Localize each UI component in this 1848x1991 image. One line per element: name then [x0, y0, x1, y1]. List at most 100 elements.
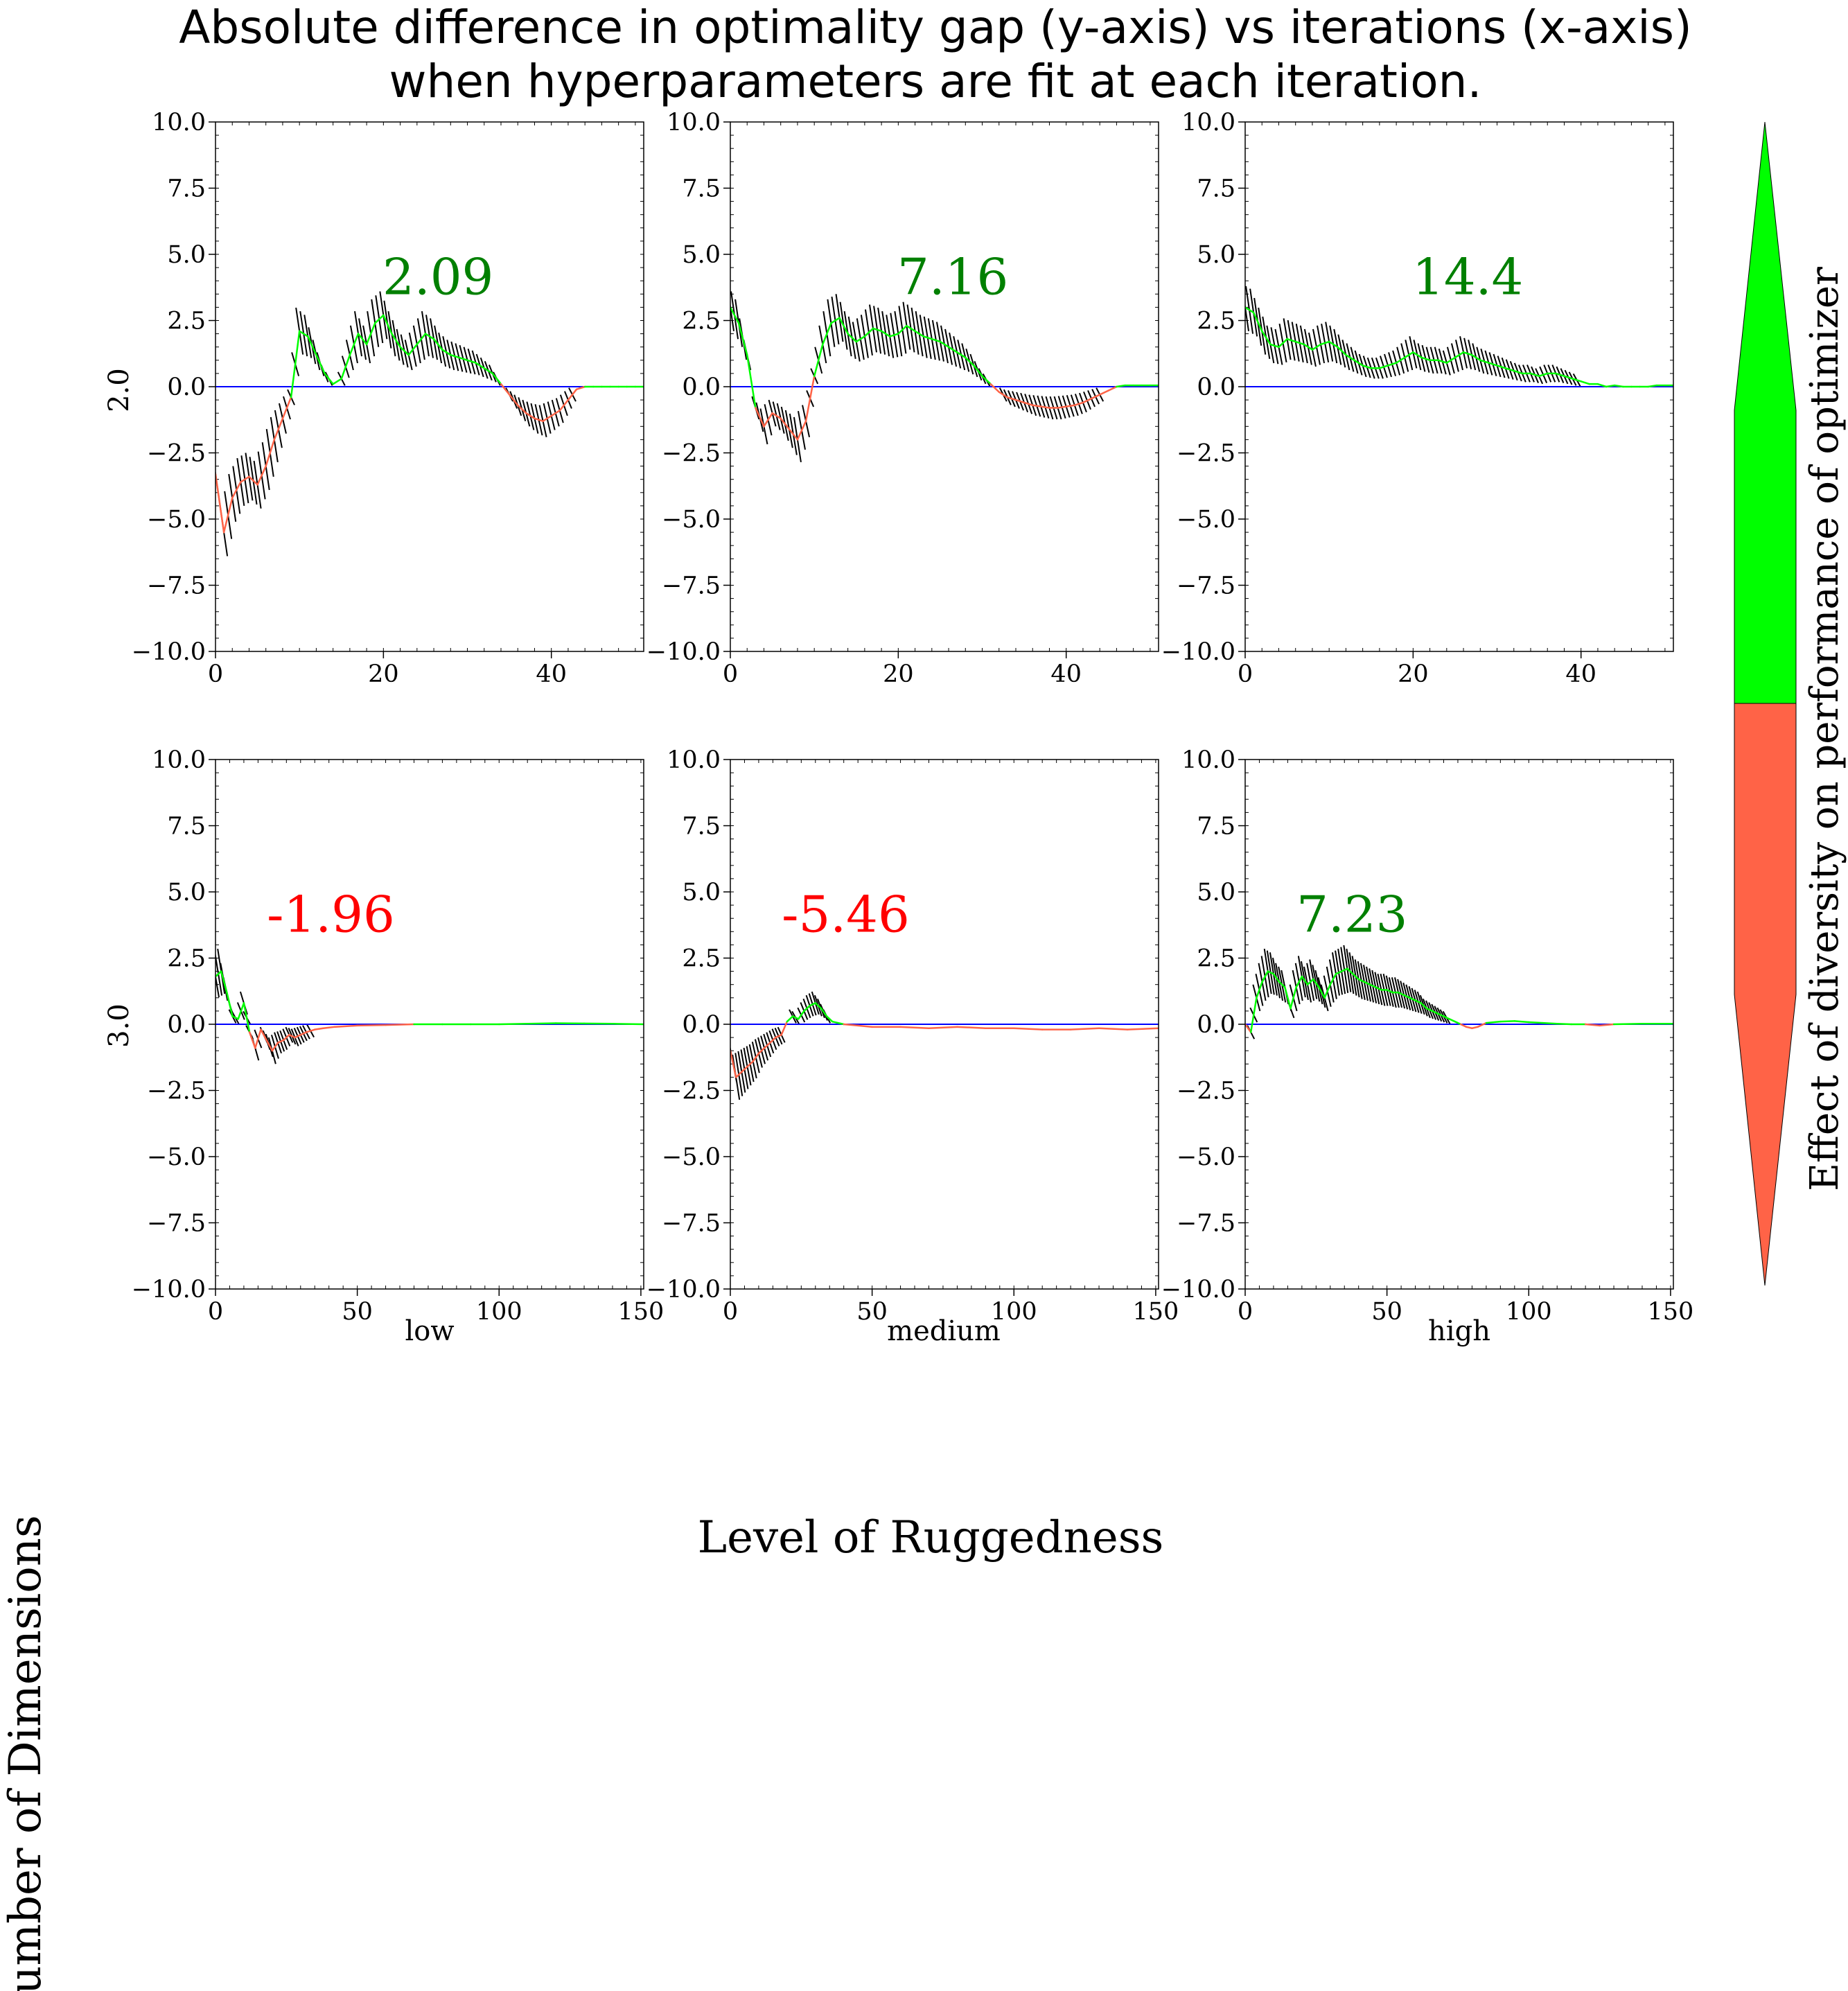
panel-3_0d-high-data-segment: [1312, 978, 1320, 988]
panel-3_0d-low-ytick-label: 0.0: [167, 1011, 206, 1039]
panel-3_0d-low-data-segment: [288, 1034, 296, 1039]
panel-2_0d-low-data-segment: [391, 333, 401, 348]
panel-3_0d-high-data-segment: [1301, 975, 1309, 985]
panel-2_0d-high: −10.0 −7.5 −5.0 −2.5 0.0 2.5 5.0 7.5 10.0 0 20 40 14…: [1161, 109, 1674, 688]
panel-2_0d-low-data-segment: [215, 473, 225, 534]
panel-2_0d-medium-hatch-mark: [730, 302, 734, 331]
panel-2_0d-medium-data-segment: [947, 346, 958, 353]
panel-2_0d-medium-data-segment: [888, 333, 899, 337]
panel-3_0d-low-data-segment: [231, 1015, 239, 1020]
panel-2_0d-low-data-segment: [373, 314, 385, 324]
panel-3_0d-medium-xtick-label: 150: [1133, 1298, 1179, 1326]
panel-2_0d-low-data-segment: [575, 385, 586, 391]
panel-2_0d-low-xtick-label: 40: [536, 660, 567, 688]
panel-2_0d-high-annotation: 14.4: [1412, 247, 1523, 306]
panel-2_0d-medium-data-segment: [1090, 394, 1101, 400]
panel-2_0d-high-frame: [1244, 121, 1674, 652]
panel-2_0d-high-data-segment: [1513, 369, 1524, 375]
panel-3_0d-low-data-segment: [276, 1039, 285, 1044]
panel-2_0d-low-xtick-label: 0: [208, 660, 223, 688]
panel-3_0d-low-ytick-label: 10.0: [152, 746, 206, 774]
panel-2_0d-medium-data-segment: [1098, 389, 1109, 396]
panel-3_0d-high-data-segment: [1352, 973, 1359, 981]
panel-2_0d-high-data-segment: [1488, 362, 1498, 367]
panel-2_0d-low-data-segment: [265, 439, 276, 467]
panel-2_0d-low-ytick-label: −5.0: [147, 506, 206, 534]
panel-2_0d-low-data-segment: [231, 481, 242, 499]
panel-3_0d-medium-data-segment: [820, 1007, 828, 1017]
panel-2_0d-high-data-segment: [1613, 384, 1624, 388]
panel-2_0d-low-data-segment: [340, 353, 351, 380]
panel-2_0d-low-data-segment: [357, 333, 368, 346]
panel-3_0d-high-ytick-label: 10.0: [1181, 746, 1235, 774]
panel-2_0d-medium-ytick-label: −10.0: [646, 638, 721, 666]
panel-3_0d-low-ytick-label: −10.0: [132, 1276, 206, 1304]
panel-3_0d-low-annotation: -1.96: [267, 885, 395, 943]
panel-3_0d-high: −10.0 −7.5 −5.0 −2.5 0.0 2.5 5.0 7.5 10.0 0 50 100 1…: [1161, 746, 1694, 1326]
panel-3_0d-high-data-segment: [1318, 986, 1326, 999]
colorbar-positive-segment: [1734, 121, 1797, 704]
panel-2_0d-low-xtick-label: 20: [368, 660, 399, 688]
panel-3_0d-high-plot-area: [1245, 945, 1673, 1040]
panel-2_0d-medium-data-segment: [863, 327, 874, 337]
panel-3_0d-low-hatch-mark: [215, 972, 220, 998]
panel-2_0d-high-ytick-label: 10.0: [1181, 109, 1235, 137]
panel-3_0d-medium-data-segment: [746, 1060, 754, 1068]
panel-3_0d-high-data-segment: [1267, 970, 1275, 975]
panel-3_0d-low-ytick-label: 7.5: [167, 813, 206, 841]
panel-2_0d-low-data-segment: [567, 388, 578, 401]
panel-3_0d-medium-data-segment: [899, 1026, 930, 1029]
panel-2_0d-medium-data-segment: [1040, 405, 1050, 409]
panel-2_0d-medium-data-segment: [973, 365, 983, 377]
panel-2_0d-low-data-segment: [382, 314, 393, 335]
panel-2_0d-high-data-segment: [1647, 384, 1658, 388]
panel-3_0d-high-data-segment: [1409, 997, 1416, 1001]
panel-2_0d-low-data-segment: [450, 353, 460, 359]
panel-2_0d-low-ytick-label: −7.5: [147, 572, 206, 600]
panel-3_0d-low-data-segment: [243, 1002, 251, 1033]
panel-2_0d-medium-data-segment: [956, 351, 967, 359]
panel-2_0d-medium-data-segment: [755, 407, 765, 428]
panel-3_0d-medium-ytick-label: 5.0: [682, 879, 721, 906]
panel-3_0d-high-data-segment: [1346, 967, 1354, 975]
panel-3_0d-high-data-segment: [1340, 967, 1348, 972]
panel-2_0d-high-data-segment: [1420, 356, 1431, 362]
panel-2_0d-low-data-segment: [298, 330, 309, 337]
panel-2_0d-low-ytick-label: −10.0: [132, 638, 206, 666]
column-label-medium: medium: [887, 1315, 1001, 1347]
panel-3_0d-medium-data-segment: [763, 1042, 771, 1049]
panel-3_0d-high-data-segment: [1459, 1023, 1468, 1028]
panel-2_0d-medium-ytick-label: 5.0: [682, 241, 721, 269]
panel-3_0d-low-data-segment: [299, 1031, 308, 1036]
panel-2_0d-medium-ytick-label: −5.0: [662, 506, 721, 534]
panel-2_0d-low-data-segment: [324, 372, 334, 385]
panel-3_0d-medium-data-segment: [803, 1005, 811, 1012]
panel-3_0d-high-data-segment: [1375, 986, 1382, 991]
panel-3_0d-low-data-segment: [248, 1031, 256, 1049]
colorbar-negative-segment: [1734, 703, 1797, 1286]
panel-2_0d-medium-data-segment: [1023, 401, 1034, 406]
panel-2_0d-high-data-segment: [1580, 380, 1591, 385]
panel-3_0d-medium-ytick-label: 10.0: [667, 746, 721, 774]
panel-3_0d-high-data-segment: [1448, 1018, 1457, 1023]
panel-3_0d-medium-frame: [730, 759, 1159, 1290]
panel-3_0d-low-data-segment: [265, 1039, 274, 1052]
panel-2_0d-high-data-segment: [1328, 340, 1339, 348]
panel-3_0d-high-ytick-label: −10.0: [1161, 1276, 1235, 1304]
panel-3_0d-medium-data-segment: [775, 1034, 782, 1039]
panel-2_0d-medium-data-segment: [780, 417, 791, 430]
panel-2_0d-high-data-segment: [1572, 378, 1582, 383]
panel-2_0d-medium-data-segment: [931, 337, 942, 343]
panel-2_0d-medium-data-segment: [855, 335, 866, 343]
panel-3_0d-low-ytick-label: −7.5: [147, 1210, 206, 1238]
panel-3_0d-high-data-segment: [1306, 978, 1314, 985]
panel-2_0d-medium-data-segment: [830, 317, 841, 324]
panel-3_0d-medium-data-segment: [831, 1020, 845, 1026]
panel-3_0d-medium-ytick-label: 0.0: [682, 1011, 721, 1039]
panel-2_0d-high-hatch-mark: [1245, 302, 1249, 331]
panel-3_0d-low-ytick-label: 2.5: [167, 945, 206, 973]
panel-2_0d-medium-data-segment: [804, 375, 816, 422]
panel-2_0d-medium-data-segment: [737, 322, 748, 356]
panel-2_0d-low-ytick-label: 10.0: [152, 109, 206, 137]
